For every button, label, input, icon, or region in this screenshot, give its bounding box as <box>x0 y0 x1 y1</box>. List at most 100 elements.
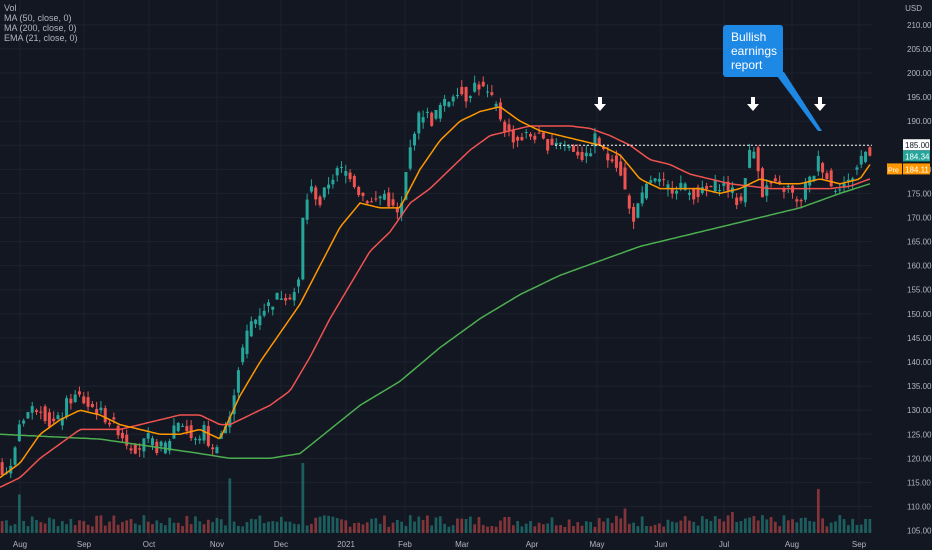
legend-ma200[interactable]: MA (200, close, 0) <box>4 23 77 33</box>
volume-bar <box>838 515 842 533</box>
candle-body <box>339 166 344 168</box>
candle-body <box>133 443 137 454</box>
candle-body <box>507 124 511 132</box>
candle-body <box>786 185 790 187</box>
volume-bar <box>524 523 528 533</box>
volume-bar <box>756 520 760 533</box>
volume-bar <box>357 522 361 533</box>
volume-bar <box>90 526 94 533</box>
volume-bar <box>26 526 30 533</box>
price-tick-label: 170.00 <box>907 213 932 222</box>
candle-body <box>528 134 533 137</box>
candle-body <box>687 192 691 195</box>
candle-body <box>150 438 154 446</box>
price-tick-label: 120.00 <box>907 454 932 463</box>
volume-bar <box>292 523 296 533</box>
candle-body <box>112 417 116 420</box>
volume-bar <box>35 519 38 533</box>
volume-bar <box>271 521 275 533</box>
candle-body <box>520 137 524 141</box>
volume-bar <box>232 521 236 533</box>
candle-body <box>696 187 700 198</box>
volume-bar <box>657 523 661 533</box>
candle-body <box>181 425 185 427</box>
volume-bar <box>413 521 416 533</box>
candle-body <box>438 105 442 119</box>
volume-bar <box>443 523 446 533</box>
volume-bar <box>151 524 154 533</box>
volume-bar <box>846 525 850 533</box>
volume-bar <box>430 525 434 533</box>
volume-bar <box>589 522 593 533</box>
candle-body <box>778 181 782 184</box>
candle-body <box>125 434 129 446</box>
volume-bar <box>782 515 786 533</box>
candle-body <box>447 102 451 107</box>
volume-bar <box>610 522 614 533</box>
price-tick-label: 165.00 <box>907 238 932 247</box>
volume-bar <box>249 518 253 533</box>
ma50-line <box>0 125 871 488</box>
candle-body <box>288 297 292 300</box>
volume-bar <box>22 520 26 533</box>
candle-body <box>352 176 356 187</box>
candle-body <box>400 202 404 216</box>
volume-bar <box>868 519 872 533</box>
volume-bar <box>602 521 605 533</box>
candle-body <box>825 173 829 180</box>
volume-bar <box>808 520 812 533</box>
volume-bar <box>726 515 730 533</box>
volume-bar <box>683 516 687 533</box>
candle-body <box>327 184 331 189</box>
volume-bar <box>456 518 459 533</box>
volume-bar <box>804 517 807 533</box>
volume-bar <box>533 526 537 533</box>
candle-body <box>374 198 378 200</box>
volume-bar <box>739 521 743 533</box>
time-tick-label: Oct <box>143 540 156 549</box>
volume-bar <box>769 517 773 533</box>
volume-bar <box>391 522 395 533</box>
candle-body <box>185 426 189 432</box>
volume-bar <box>340 519 343 533</box>
volume-bar <box>279 516 283 533</box>
volume-bar <box>627 523 631 533</box>
volume-bar <box>103 525 107 533</box>
volume-bar <box>675 522 678 533</box>
down-arrow-icon <box>747 97 759 111</box>
volume-bar <box>297 524 300 533</box>
volume-bar <box>112 515 116 533</box>
candle-body <box>481 81 485 87</box>
candle-body <box>503 121 507 133</box>
volume-bar <box>258 515 262 533</box>
volume-bar <box>567 519 571 533</box>
pre-tag-label: Pre <box>888 167 899 174</box>
legend-ema21[interactable]: EMA (21, close, 0) <box>4 33 78 43</box>
volume-bar <box>791 519 794 533</box>
volume-bar <box>593 526 597 533</box>
candle-body <box>752 151 756 159</box>
volume-bar <box>799 517 803 533</box>
legend-vol[interactable]: Vol <box>4 3 17 13</box>
volume-bar <box>314 517 318 533</box>
volume-bar <box>426 515 429 533</box>
volume-bar <box>181 526 184 533</box>
candle-body <box>490 92 494 95</box>
last-price-label: 184.34 <box>905 152 930 161</box>
volume-bar <box>378 523 382 533</box>
volume-bar <box>576 522 580 533</box>
volume-bar <box>322 515 326 533</box>
candle-body <box>868 147 872 156</box>
volume-bar <box>189 524 193 533</box>
candle-body <box>756 147 760 172</box>
legend-ma50[interactable]: MA (50, close, 0) <box>4 13 72 23</box>
volume-bar <box>60 521 64 533</box>
volume-bar <box>821 518 824 533</box>
candle-body <box>593 133 597 147</box>
candle-body <box>421 117 425 123</box>
volume-bar <box>318 516 322 533</box>
candle-body <box>90 404 94 408</box>
candle-body <box>52 418 56 422</box>
